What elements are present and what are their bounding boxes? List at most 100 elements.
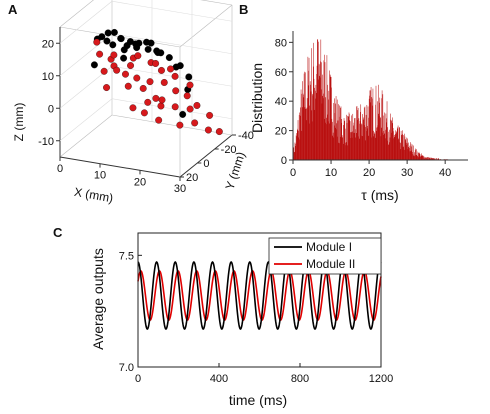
histogram-bar xyxy=(347,115,348,160)
histogram-bar xyxy=(362,114,363,160)
box-edge xyxy=(179,4,233,48)
histogram-bar xyxy=(314,98,316,160)
histogram-bar xyxy=(352,125,354,160)
histogram-bar xyxy=(295,143,296,160)
z-tick-label: -10 xyxy=(38,136,54,148)
histogram-bar xyxy=(343,125,344,160)
histogram-bar xyxy=(307,56,309,160)
histogram-bar xyxy=(370,87,372,160)
histogram-bar xyxy=(436,158,437,160)
histogram-bar xyxy=(401,130,403,160)
x-tick-label: 30 xyxy=(174,183,186,195)
histogram-bar xyxy=(433,158,435,160)
histogram-bar xyxy=(431,157,433,160)
histogram-bar xyxy=(331,118,333,160)
histogram-bar xyxy=(362,119,364,160)
histogram-bar xyxy=(438,158,440,160)
histogram-bar xyxy=(358,136,359,160)
scatter-point-red xyxy=(158,96,166,104)
histogram-bar xyxy=(426,157,428,160)
histogram-bar xyxy=(424,158,426,160)
panel-c-xlabel: time (ms) xyxy=(229,392,287,408)
histogram-bar xyxy=(405,140,406,160)
y-tick-label: 20 xyxy=(275,126,287,138)
histogram-bar xyxy=(341,122,342,160)
histogram-bar xyxy=(345,145,346,160)
histogram-bar xyxy=(358,118,360,160)
histogram-bar xyxy=(437,158,439,160)
z-tick-label: 10 xyxy=(42,71,54,83)
histogram-bar xyxy=(323,60,325,160)
scatter-point-red xyxy=(158,66,165,74)
histogram-bar xyxy=(418,157,419,160)
histogram-bar xyxy=(328,99,329,160)
z-tick-label: 0 xyxy=(48,103,54,115)
scatter-point-black xyxy=(144,45,152,53)
histogram-bar xyxy=(422,155,423,160)
histogram-bar xyxy=(408,142,409,160)
histogram-bar xyxy=(398,138,400,160)
histogram-bar xyxy=(315,84,317,160)
histogram-bar xyxy=(311,110,312,160)
histogram-bar xyxy=(299,139,301,160)
histogram-bar xyxy=(320,61,321,160)
histogram-bar xyxy=(300,115,301,160)
scatter-point-black xyxy=(110,28,118,36)
y-tick-label: -20 xyxy=(221,144,237,156)
histogram-bar xyxy=(429,158,430,160)
histogram-bar xyxy=(348,116,349,160)
histogram-bar xyxy=(422,155,424,160)
histogram-bar xyxy=(346,114,347,160)
histogram-bar xyxy=(343,143,344,160)
histogram-bar xyxy=(296,133,297,160)
histogram-bar xyxy=(336,99,338,160)
histogram-bar xyxy=(314,109,315,160)
histogram-bar xyxy=(317,39,318,160)
y-tick-label: 0 xyxy=(203,158,209,170)
x-tick-label: 0 xyxy=(290,167,296,179)
histogram-bar xyxy=(371,137,372,160)
histogram-bar xyxy=(340,136,341,160)
histogram-bar xyxy=(361,124,363,160)
histogram-bar xyxy=(332,121,333,160)
histogram-bar xyxy=(344,120,346,160)
box-edge xyxy=(179,134,233,178)
histogram-bar xyxy=(406,137,408,160)
histogram-bar xyxy=(428,158,429,160)
histogram-bar xyxy=(366,131,367,160)
histogram-bar xyxy=(380,136,382,160)
panel-a-points xyxy=(90,28,223,136)
histogram-bar xyxy=(304,107,306,160)
histogram-bar xyxy=(294,151,295,160)
histogram-bar xyxy=(427,156,429,160)
histogram-bar xyxy=(414,152,415,160)
histogram-bar xyxy=(382,94,384,160)
histogram-bar xyxy=(377,101,378,160)
histogram-bar xyxy=(434,158,436,160)
panel-b-histogram: 0 10 20 30 40 0 20 40 60 80 Distribution τ (ms) xyxy=(249,31,468,203)
histogram-bar xyxy=(330,75,331,160)
histogram-bar xyxy=(312,95,314,160)
histogram-bar xyxy=(405,142,407,160)
histogram-bar xyxy=(330,76,332,160)
histogram-bar xyxy=(423,156,424,160)
histogram-bar xyxy=(339,107,341,160)
histogram-bar xyxy=(350,137,351,160)
scatter-point-black xyxy=(120,54,128,62)
histogram-bar xyxy=(337,120,339,160)
histogram-bar xyxy=(344,128,346,160)
histogram-bar xyxy=(295,145,296,160)
histogram-bar xyxy=(399,127,400,160)
histogram-bar xyxy=(392,117,393,160)
scatter-point-black xyxy=(165,54,173,62)
histogram-bar xyxy=(329,70,330,160)
histogram-bar xyxy=(308,85,309,160)
histogram-bar xyxy=(400,130,402,160)
histogram-bar xyxy=(338,104,339,160)
histogram-bar xyxy=(415,148,416,160)
scatter-point-red xyxy=(134,52,142,60)
panel-c-legend: Module I Module II xyxy=(268,237,382,275)
histogram-bar xyxy=(391,132,392,160)
scatter-point-red xyxy=(110,51,118,59)
